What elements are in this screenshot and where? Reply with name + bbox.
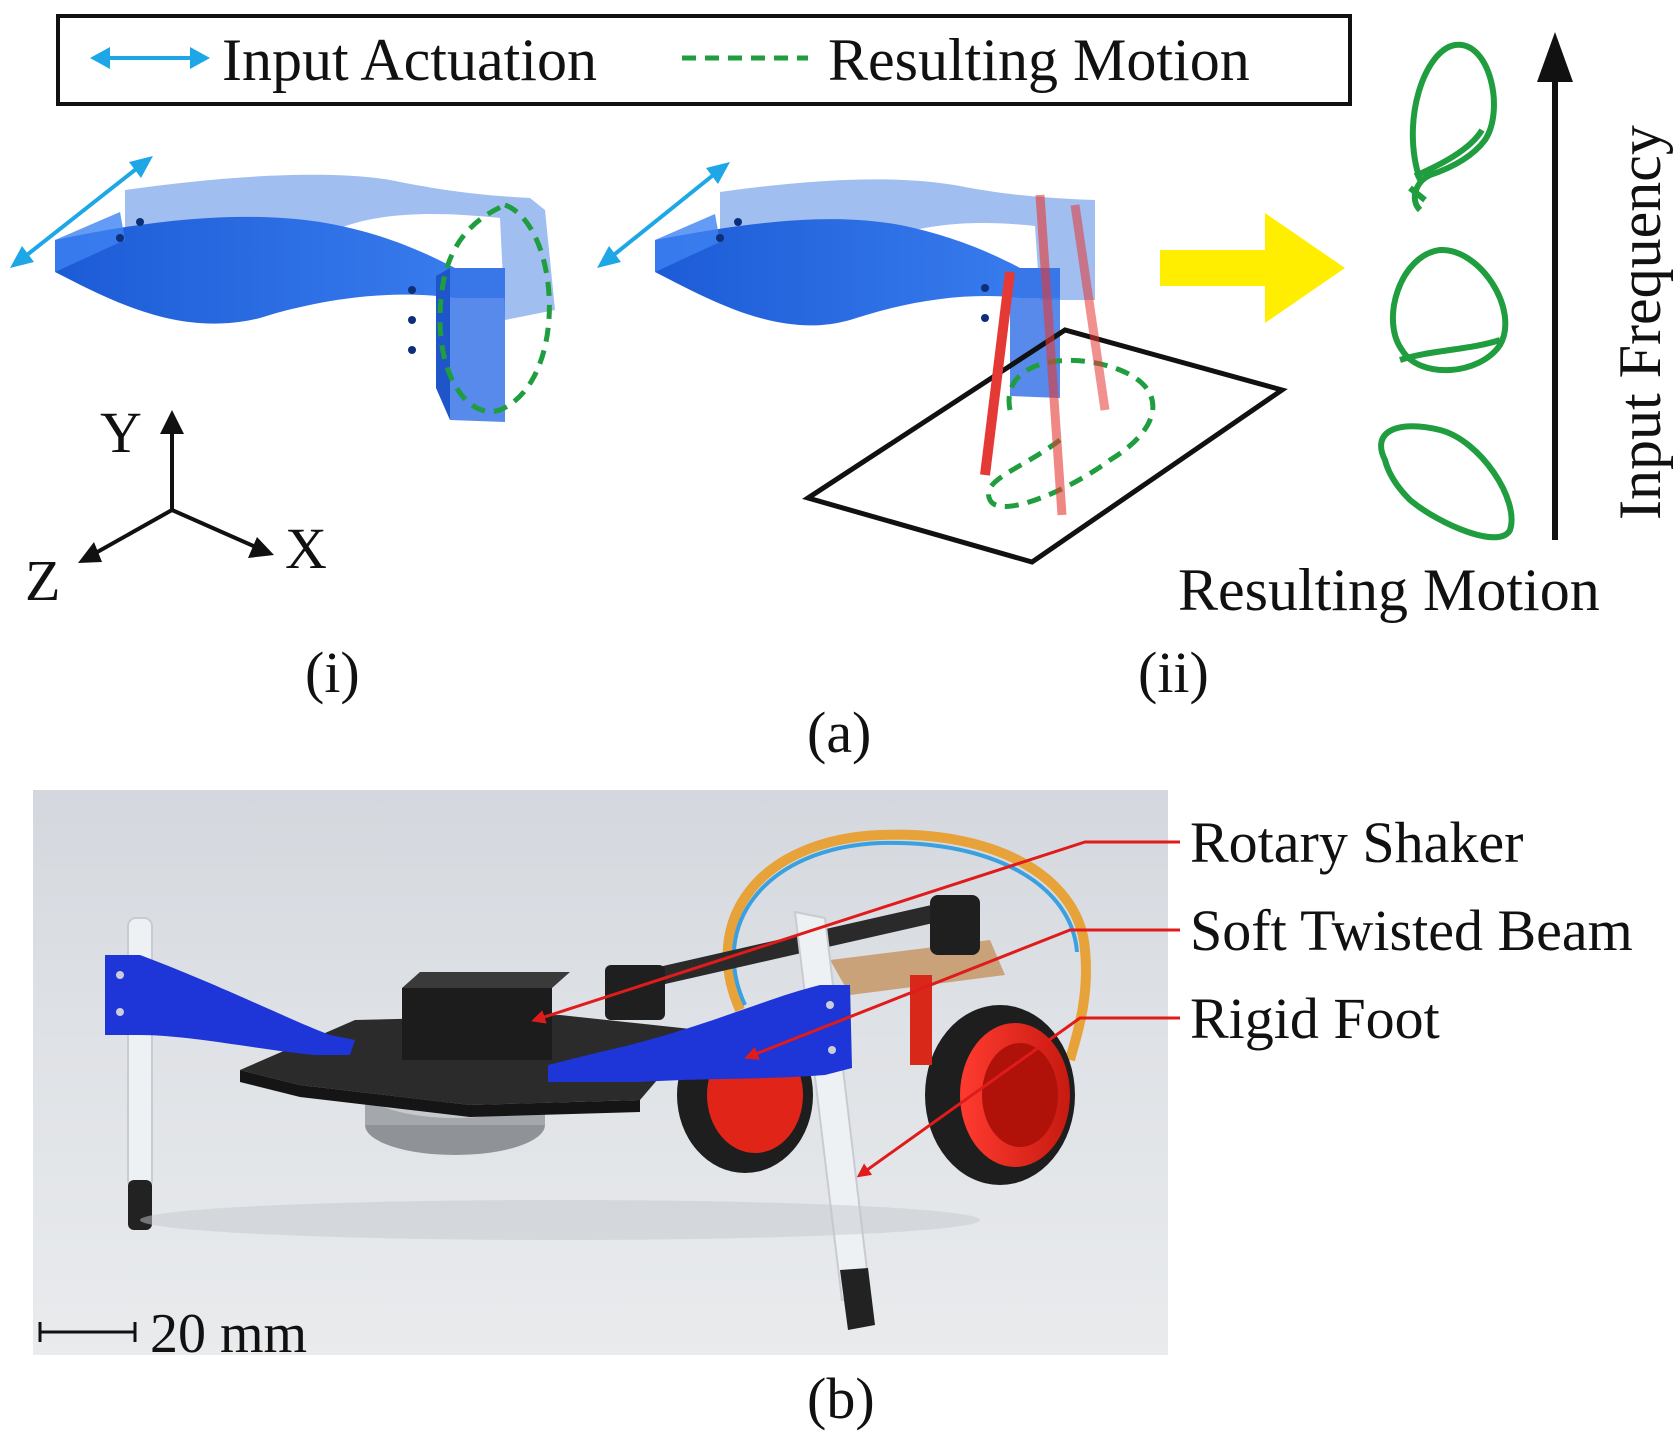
- callout-line-soft-beam: [744, 928, 1180, 1060]
- input-frequency-label: Input Frequency: [1607, 125, 1673, 520]
- subfigure-ii-label: (ii): [1138, 640, 1209, 705]
- panel-ii-input-arrow: [597, 162, 730, 268]
- callout-lines: [531, 840, 1180, 1178]
- callout-label-rotary-shaker: Rotary Shaker: [1190, 810, 1523, 875]
- rotary-shaker: [402, 988, 552, 1060]
- panel-ii-beam: [655, 179, 1095, 398]
- panel-ii-motion-path: [986, 357, 1156, 509]
- axis-y-label: Y: [100, 400, 142, 465]
- cable-loop: [722, 829, 1091, 1062]
- panel-i-input-arrow: [10, 156, 153, 268]
- legend-input-label: Input Actuation: [222, 27, 597, 93]
- frequency-arrow: [1537, 32, 1573, 540]
- trajectory-loop-low: [1378, 423, 1515, 541]
- callout-line-rigid-foot: [856, 1016, 1180, 1178]
- axis-x-label: X: [285, 516, 327, 581]
- ground-plane: [802, 327, 1288, 565]
- panel-a-caption: (a): [807, 700, 871, 765]
- trajectory-caption: Resulting Motion: [1178, 557, 1600, 623]
- robot-illustration: [105, 829, 1091, 1330]
- carbon-rod: [618, 901, 952, 994]
- panel-b-caption: (b): [807, 1366, 875, 1431]
- trajectory-loop-mid: [1389, 246, 1509, 373]
- panel-i-motion-path: [437, 202, 552, 414]
- panel-ii-legs: [980, 194, 1110, 516]
- axis-indicator: [78, 410, 274, 563]
- left-soft-twisted-beam: [105, 955, 355, 1055]
- axis-z-label: Z: [25, 548, 60, 613]
- trajectory-loops: [1378, 41, 1515, 541]
- callout-line-rotary-shaker: [531, 840, 1180, 1024]
- legend: Input Actuation Resulting Motion: [56, 14, 1352, 106]
- trajectory-loop-high: [1409, 41, 1497, 213]
- subfigure-i-label: (i): [305, 640, 360, 705]
- callout-label-rigid-foot: Rigid Foot: [1190, 986, 1440, 1051]
- transition-arrow-icon: [1160, 213, 1345, 323]
- right-soft-twisted-beam: [548, 985, 852, 1082]
- legend-box: [56, 14, 1352, 106]
- callout-label-soft-twisted-beam: Soft Twisted Beam: [1190, 898, 1633, 963]
- scale-bar: [38, 1322, 137, 1342]
- input-actuation-legend-icon: [90, 47, 210, 69]
- scale-bar-label: 20 mm: [150, 1303, 307, 1365]
- panel-i-beam: [55, 174, 555, 422]
- legend-motion-label: Resulting Motion: [828, 27, 1250, 93]
